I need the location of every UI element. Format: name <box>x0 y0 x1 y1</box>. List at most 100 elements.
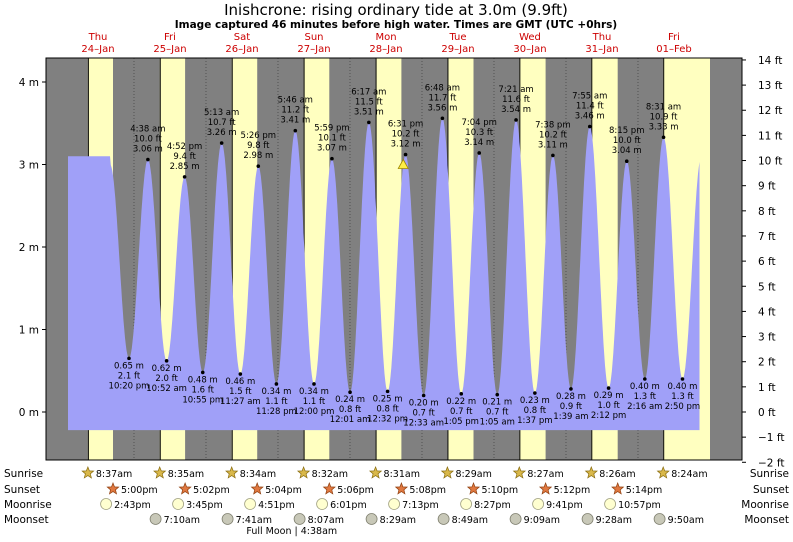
low-tide-metres: 0.28 m <box>556 392 586 402</box>
low-tide-time: 2:50 pm <box>665 402 700 412</box>
high-tide-time: 8:31 am <box>646 102 681 112</box>
moonset-row-label-left: Moonset <box>4 514 49 526</box>
day-date-label: 31–Jan <box>585 44 618 55</box>
high-tide-metres: 3.56 m <box>427 103 457 113</box>
moonset-time: 9:28am <box>596 515 632 526</box>
high-tide-point <box>367 120 371 125</box>
high-tide-feet: 10.9 ft <box>650 112 678 122</box>
low-tide-feet: 1.0 ft <box>597 401 620 411</box>
low-tide-point <box>421 393 426 398</box>
sunrise-time: 8:27am <box>527 469 563 480</box>
chart-title: Inishcrone: rising ordinary tide at 3.0m… <box>224 1 568 19</box>
low-tide-time: 11:28 pm <box>256 407 297 417</box>
day-labels: Thu24–JanFri25–JanSat26–JanSun27–JanMon2… <box>81 32 691 55</box>
right-tick-label: 10 ft <box>758 156 782 168</box>
high-tide-feet: 9.8 ft <box>247 141 270 151</box>
low-tide-metres: 0.65 m <box>114 361 144 371</box>
low-tide-feet: 1.6 ft <box>192 385 215 395</box>
right-tick-label: 11 ft <box>758 130 782 142</box>
moonrise-icon <box>604 498 616 510</box>
high-tide-metres: 2.98 m <box>243 151 273 161</box>
moonset-icon <box>221 513 234 525</box>
right-tick-label: −1 ft <box>758 432 784 444</box>
low-tide-feet: 0.7 ft <box>412 409 435 419</box>
right-tick-label: 2 ft <box>758 357 776 369</box>
day-of-week-label: Mon <box>375 32 396 43</box>
right-tick-label: 4 ft <box>758 306 776 318</box>
sunrise-icon <box>296 466 311 479</box>
high-tide-time: 5:13 am <box>204 108 239 118</box>
sunrise-time: 8:26am <box>599 469 635 480</box>
low-tide-point <box>606 386 611 390</box>
sunrise-time: 8:34am <box>240 469 276 480</box>
moonrise-time: 8:27pm <box>474 500 511 511</box>
low-tide-metres: 0.34 m <box>261 387 291 397</box>
sunset-icon <box>394 482 409 495</box>
low-tide-metres: 0.20 m <box>409 399 439 409</box>
moonrise-time: 10:57pm <box>618 500 661 511</box>
low-tide-metres: 0.46 m <box>225 377 255 387</box>
right-tick-label: 13 ft <box>758 80 782 92</box>
high-tide-time: 7:21 am <box>498 85 533 95</box>
high-tide-point <box>587 124 592 129</box>
high-tide-time: 7:04 pm <box>461 118 496 128</box>
low-tide-point <box>680 377 685 381</box>
sunset-icon <box>466 482 481 495</box>
moonrise-row-label-right: Moonrise <box>741 499 789 511</box>
sunset-row-label-left: Sunset <box>4 484 40 496</box>
right-tick-label: 5 ft <box>758 281 776 293</box>
low-tide-feet: 1.1 ft <box>303 397 326 407</box>
high-tide-feet: 11.6 ft <box>502 95 530 105</box>
high-tide-point <box>661 135 666 140</box>
moonset-time: 8:07am <box>308 515 344 526</box>
sunset-time: 5:12pm <box>554 485 591 496</box>
moonrise-icon <box>388 498 401 510</box>
left-tick-label: 1 m <box>19 325 39 337</box>
high-tide-time: 6:48 am <box>425 83 460 93</box>
moonrise-time: 4:51pm <box>258 500 295 511</box>
tide-curve <box>68 118 700 431</box>
low-tide-feet: 1.3 ft <box>634 392 657 402</box>
low-tide-feet: 0.8 ft <box>376 404 399 414</box>
low-tide-feet: 0.9 ft <box>560 402 583 412</box>
right-tick-label: 3 ft <box>758 332 776 344</box>
high-tide-time: 4:38 am <box>130 125 165 135</box>
low-tide-metres: 0.29 m <box>594 391 624 401</box>
low-tide-time: 2:12 pm <box>591 411 626 421</box>
moonset-time: 8:29am <box>380 515 416 526</box>
moon-phase-note: Full Moon | 4:38am <box>246 526 337 537</box>
low-tide-time: 1:05 am <box>480 418 515 428</box>
moonrise-icon <box>460 498 473 510</box>
low-tide-point <box>274 382 279 386</box>
sunset-icon <box>611 482 625 495</box>
sunset-icon <box>322 482 336 495</box>
day-of-week-label: Sun <box>304 32 323 43</box>
high-tide-point <box>293 128 298 133</box>
sunrise-icon <box>225 466 239 479</box>
low-tide-point <box>238 372 243 376</box>
low-tide-metres: 0.21 m <box>482 398 512 408</box>
moonrise-icon <box>532 498 544 510</box>
low-tide-metres: 0.62 m <box>152 364 182 374</box>
sunrise-time: 8:37am <box>96 469 132 480</box>
high-tide-point <box>146 157 150 162</box>
low-tide-time: 11:27 am <box>220 397 261 407</box>
high-tide-metres: 3.51 m <box>354 107 384 117</box>
moonset-time: 8:49am <box>452 515 488 526</box>
high-tide-metres: 3.11 m <box>538 140 568 150</box>
high-tide-time: 6:17 am <box>351 87 386 97</box>
high-tide-time: 5:59 pm <box>314 124 349 134</box>
sunset-time: 5:14pm <box>626 485 663 496</box>
high-tide-metres: 2.85 m <box>170 162 200 172</box>
low-tide-point <box>348 390 352 395</box>
sunset-icon <box>250 482 264 495</box>
right-tick-label: 9 ft <box>758 181 776 193</box>
high-tide-point <box>330 156 334 161</box>
moonrise-icon <box>100 498 112 510</box>
sunrise-icon <box>368 466 383 479</box>
high-tide-feet: 10.1 ft <box>318 134 346 144</box>
high-tide-time: 6:31 pm <box>388 120 423 130</box>
left-tick-label: 3 m <box>19 160 39 172</box>
moonrise-time: 7:13pm <box>402 500 439 511</box>
